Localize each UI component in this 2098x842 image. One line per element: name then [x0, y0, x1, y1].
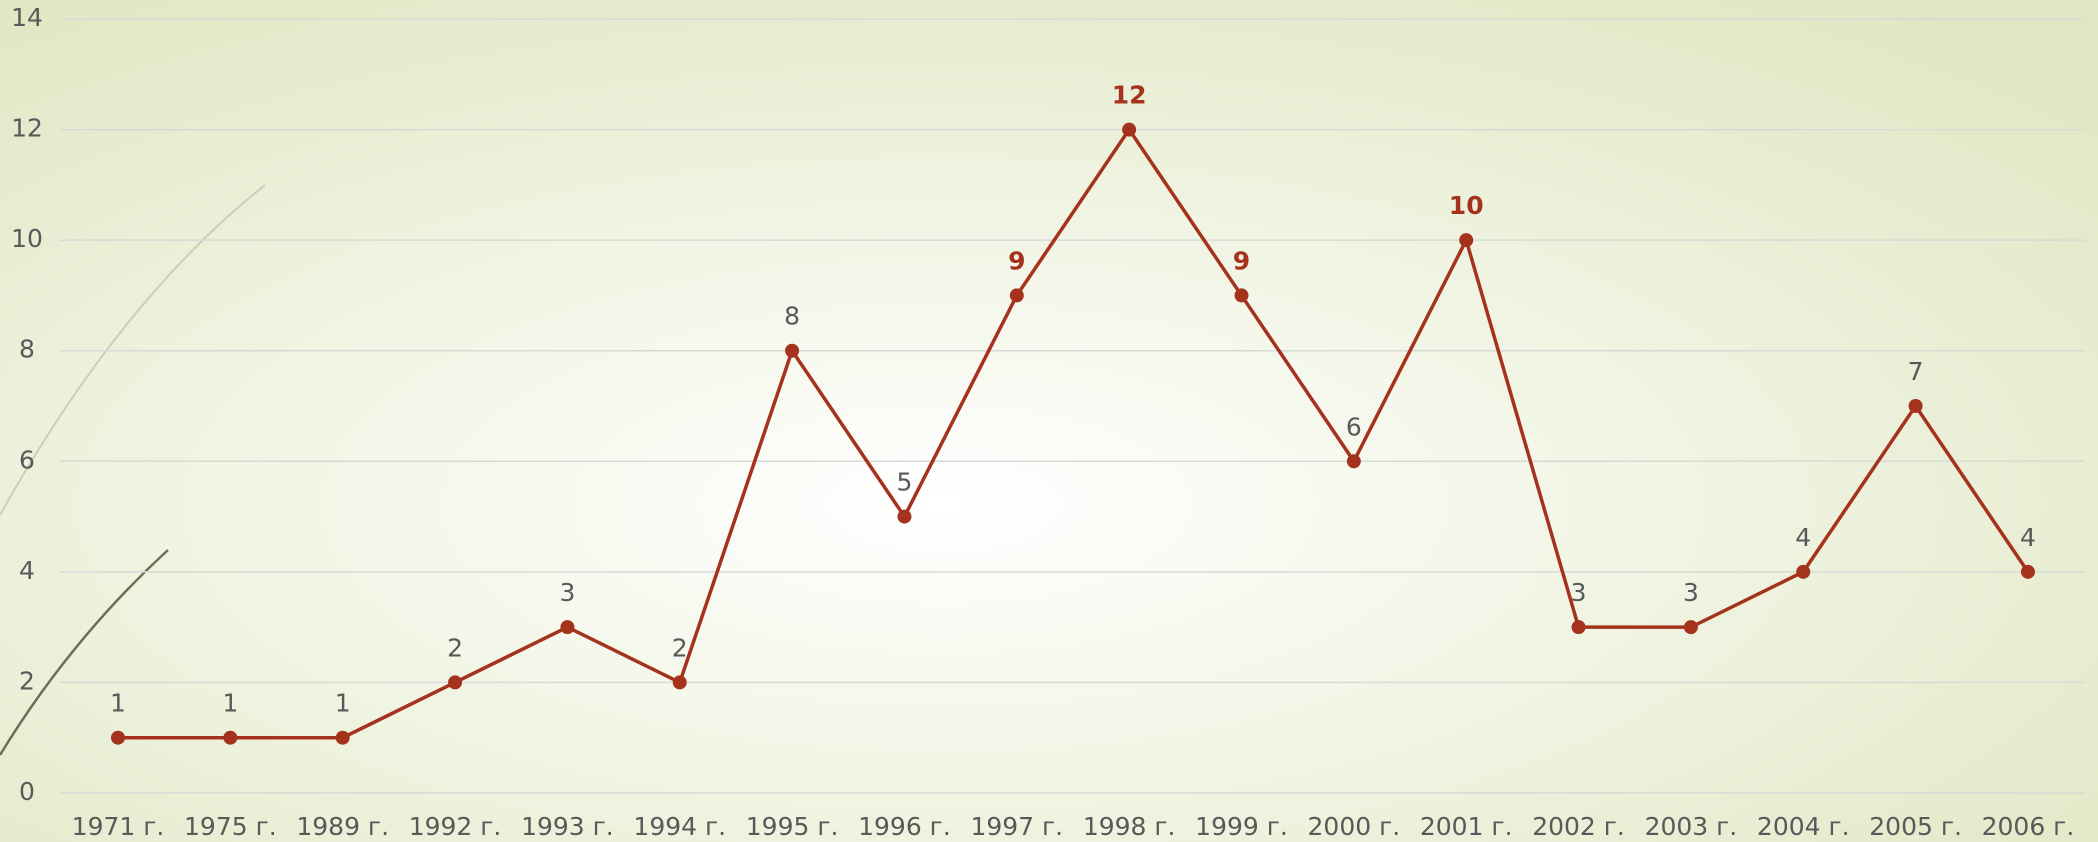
- data-label: 6: [1346, 412, 1362, 441]
- point: [1908, 399, 1923, 413]
- point: [1234, 288, 1249, 303]
- data-label: 9: [1233, 246, 1250, 275]
- data-label: 3: [559, 578, 575, 607]
- data-label: 3: [1683, 578, 1699, 607]
- data-label: 12: [1112, 81, 1147, 110]
- y-tick-label: 0: [19, 777, 35, 806]
- data-label: 10: [1449, 191, 1484, 220]
- x-tick-label: 2003 г.: [1645, 812, 1738, 841]
- data-label: 1: [110, 689, 126, 718]
- point: [560, 620, 575, 635]
- point: [1346, 454, 1361, 469]
- data-label: 3: [1571, 578, 1587, 607]
- x-tick-label: 1997 г.: [970, 812, 1063, 841]
- point: [1796, 564, 1811, 579]
- data-label: 4: [2020, 523, 2036, 552]
- x-tick-label: 2001 г.: [1420, 812, 1513, 841]
- line: [118, 126, 2030, 740]
- x-tick-label: 2004 г.: [1757, 812, 1850, 841]
- x-tick-label: 1975 г.: [184, 812, 277, 841]
- x-tick-label: 1993 г.: [521, 812, 614, 841]
- data-label: 1: [222, 689, 238, 718]
- x-tick-label: 1992 г.: [409, 812, 502, 841]
- y-tick-label: 4: [19, 556, 35, 585]
- point: [111, 730, 125, 745]
- data-label: 9: [1008, 246, 1025, 275]
- point: [1009, 288, 1024, 303]
- point: [1459, 233, 1474, 248]
- x-tick-label: 2000 г.: [1308, 812, 1401, 841]
- data-label: 8: [784, 302, 800, 331]
- point: [672, 675, 687, 690]
- x-tick-label: 1999 г.: [1195, 812, 1288, 841]
- y-tick-label: 6: [19, 445, 35, 474]
- x-tick-label: 1996 г.: [858, 812, 951, 841]
- x-tick-label: 1971 г.: [72, 812, 165, 841]
- x-tick-label: 2005 г.: [1869, 812, 1962, 841]
- data-label: 2: [447, 633, 463, 662]
- point: [785, 343, 800, 358]
- point: [1571, 620, 1586, 635]
- x-tick-label: 1989 г.: [296, 812, 389, 841]
- y-tick-label: 2: [19, 666, 35, 695]
- x-tick-label: 1995 г.: [746, 812, 839, 841]
- y-tick-label: 12: [11, 114, 43, 143]
- x-tick-label: 1998 г.: [1083, 812, 1176, 841]
- x-tick-label: 1994 г.: [633, 812, 726, 841]
- point: [1122, 122, 1137, 137]
- decor-curve: [0, 549, 169, 756]
- y-tick-label: 8: [19, 335, 35, 364]
- decor-curve: [0, 184, 266, 516]
- data-label: 1: [335, 689, 351, 718]
- y-tick-label: 10: [11, 224, 43, 253]
- y-tick-label: 14: [11, 3, 43, 32]
- point: [335, 730, 350, 745]
- point: [897, 509, 912, 524]
- x-tick-label: 2006 г.: [1982, 812, 2075, 841]
- x-tick-label: 2002 г.: [1532, 812, 1625, 841]
- point: [223, 730, 238, 745]
- data-label: 7: [1908, 357, 1924, 386]
- data-label: 5: [896, 468, 912, 497]
- point: [448, 675, 463, 690]
- data-label: 4: [1795, 523, 1811, 552]
- point: [2020, 564, 2035, 579]
- point: [1683, 620, 1698, 635]
- data-label: 2: [672, 633, 688, 662]
